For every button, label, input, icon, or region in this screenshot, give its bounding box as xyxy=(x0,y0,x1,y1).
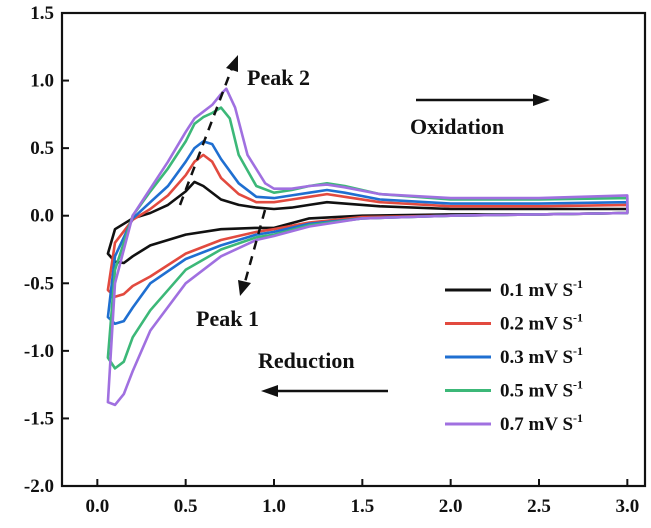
y-tick-label: -1.5 xyxy=(24,408,54,429)
x-tick-label: 2.0 xyxy=(439,496,463,517)
x-tick-label: 2.5 xyxy=(527,496,551,517)
series-curve-3 xyxy=(106,140,629,326)
legend: 0.1 mV S-10.2 mV S-10.3 mV S-10.5 mV S-1… xyxy=(445,277,583,435)
legend-label-text: 0.2 mV S xyxy=(500,314,573,335)
y-tick-label: -2.0 xyxy=(24,476,54,497)
y-tick-label: 1.5 xyxy=(30,3,54,24)
axes: 1.5 1.0 0.5 0.0 -0.5 -1.0 -1.5 -2.0 0.0 0.5 1.0 1.5… xyxy=(24,3,647,517)
reduction-arrow xyxy=(261,385,388,397)
x-tick-label: 1.0 xyxy=(262,496,286,517)
peak2-trend-arrow xyxy=(178,55,238,206)
legend-label-5: 0.7 mV S-1 xyxy=(500,411,583,435)
oxidation-arrow xyxy=(416,94,550,106)
legend-label-text: 0.5 mV S xyxy=(500,381,573,402)
legend-label-superscript: -1 xyxy=(573,277,583,291)
peak2-label: Peak 2 xyxy=(247,65,310,90)
legend-label-text: 0.1 mV S xyxy=(500,280,573,301)
curves xyxy=(106,87,629,407)
x-tick-label: 3.0 xyxy=(615,496,639,517)
x-tick-label: 0.5 xyxy=(174,496,198,517)
reduction-label: Reduction xyxy=(258,348,355,373)
y-tick-label: -1.0 xyxy=(24,341,54,362)
series-curve-2 xyxy=(106,153,629,299)
y-tick-label: 1.0 xyxy=(30,71,54,92)
legend-label-superscript: -1 xyxy=(573,344,583,358)
plot-frame xyxy=(60,11,647,488)
legend-label-4: 0.5 mV S-1 xyxy=(500,378,583,402)
legend-label-3: 0.3 mV S-1 xyxy=(500,344,583,368)
annotations: Peak 2 Peak 1 Oxidation Reduction xyxy=(178,55,550,397)
x-tick-label: 0.0 xyxy=(85,496,109,517)
y-tick-label: -0.5 xyxy=(24,273,54,294)
legend-label-text: 0.3 mV S xyxy=(500,347,573,368)
oxidation-label: Oxidation xyxy=(410,114,504,139)
legend-label-superscript: -1 xyxy=(573,378,583,392)
legend-label-1: 0.1 mV S-1 xyxy=(500,277,583,301)
y-tick-label: 0.5 xyxy=(30,138,54,159)
x-tick-label: 1.5 xyxy=(350,496,374,517)
legend-label-2: 0.2 mV S-1 xyxy=(500,311,583,335)
series-curve-5 xyxy=(106,87,629,407)
y-tick-label: 0.0 xyxy=(30,206,54,227)
legend-label-superscript: -1 xyxy=(573,311,583,325)
legend-label-superscript: -1 xyxy=(573,411,583,425)
peak1-trend-arrow xyxy=(238,209,267,296)
peak1-label: Peak 1 xyxy=(196,306,259,331)
series-curve-1 xyxy=(106,180,629,265)
legend-label-text: 0.7 mV S xyxy=(500,414,573,435)
